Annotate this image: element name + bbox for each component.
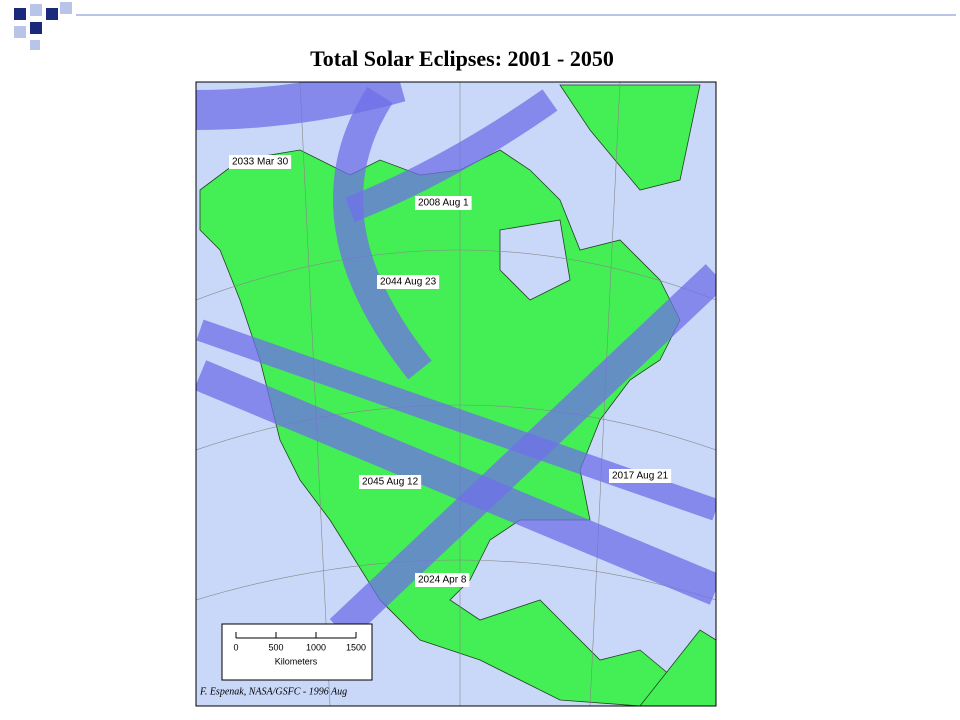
decoration [14, 2, 956, 50]
label-box [229, 155, 292, 169]
eclipse-label: 2044 Aug 23 [380, 277, 437, 288]
label-box [359, 475, 422, 489]
scale [221, 623, 373, 681]
label-box [609, 469, 672, 483]
title: Total Solar Eclipses: 2001 - 2050 [310, 46, 614, 71]
map [195, 81, 717, 707]
eclipse-label: 2017 Aug 21 [612, 471, 669, 482]
scale-label: 0 [233, 642, 238, 652]
eclipse-label: 2033 Mar 30 [232, 157, 289, 168]
label-box [415, 573, 470, 587]
label-box [377, 275, 440, 289]
scale-label: 1000 [306, 642, 326, 652]
scale-label: 1500 [346, 642, 366, 652]
eclipse-label: 2024 Apr 8 [418, 575, 467, 586]
credit: F. Espenak, NASA/GSFC - 1996 Aug [199, 686, 347, 697]
scale-unit: Kilometers [275, 656, 318, 666]
eclipse-label: 2045 Aug 12 [362, 477, 419, 488]
scale-label: 500 [268, 642, 283, 652]
eclipse-label: 2008 Aug 1 [418, 198, 469, 209]
label-box [415, 196, 472, 210]
